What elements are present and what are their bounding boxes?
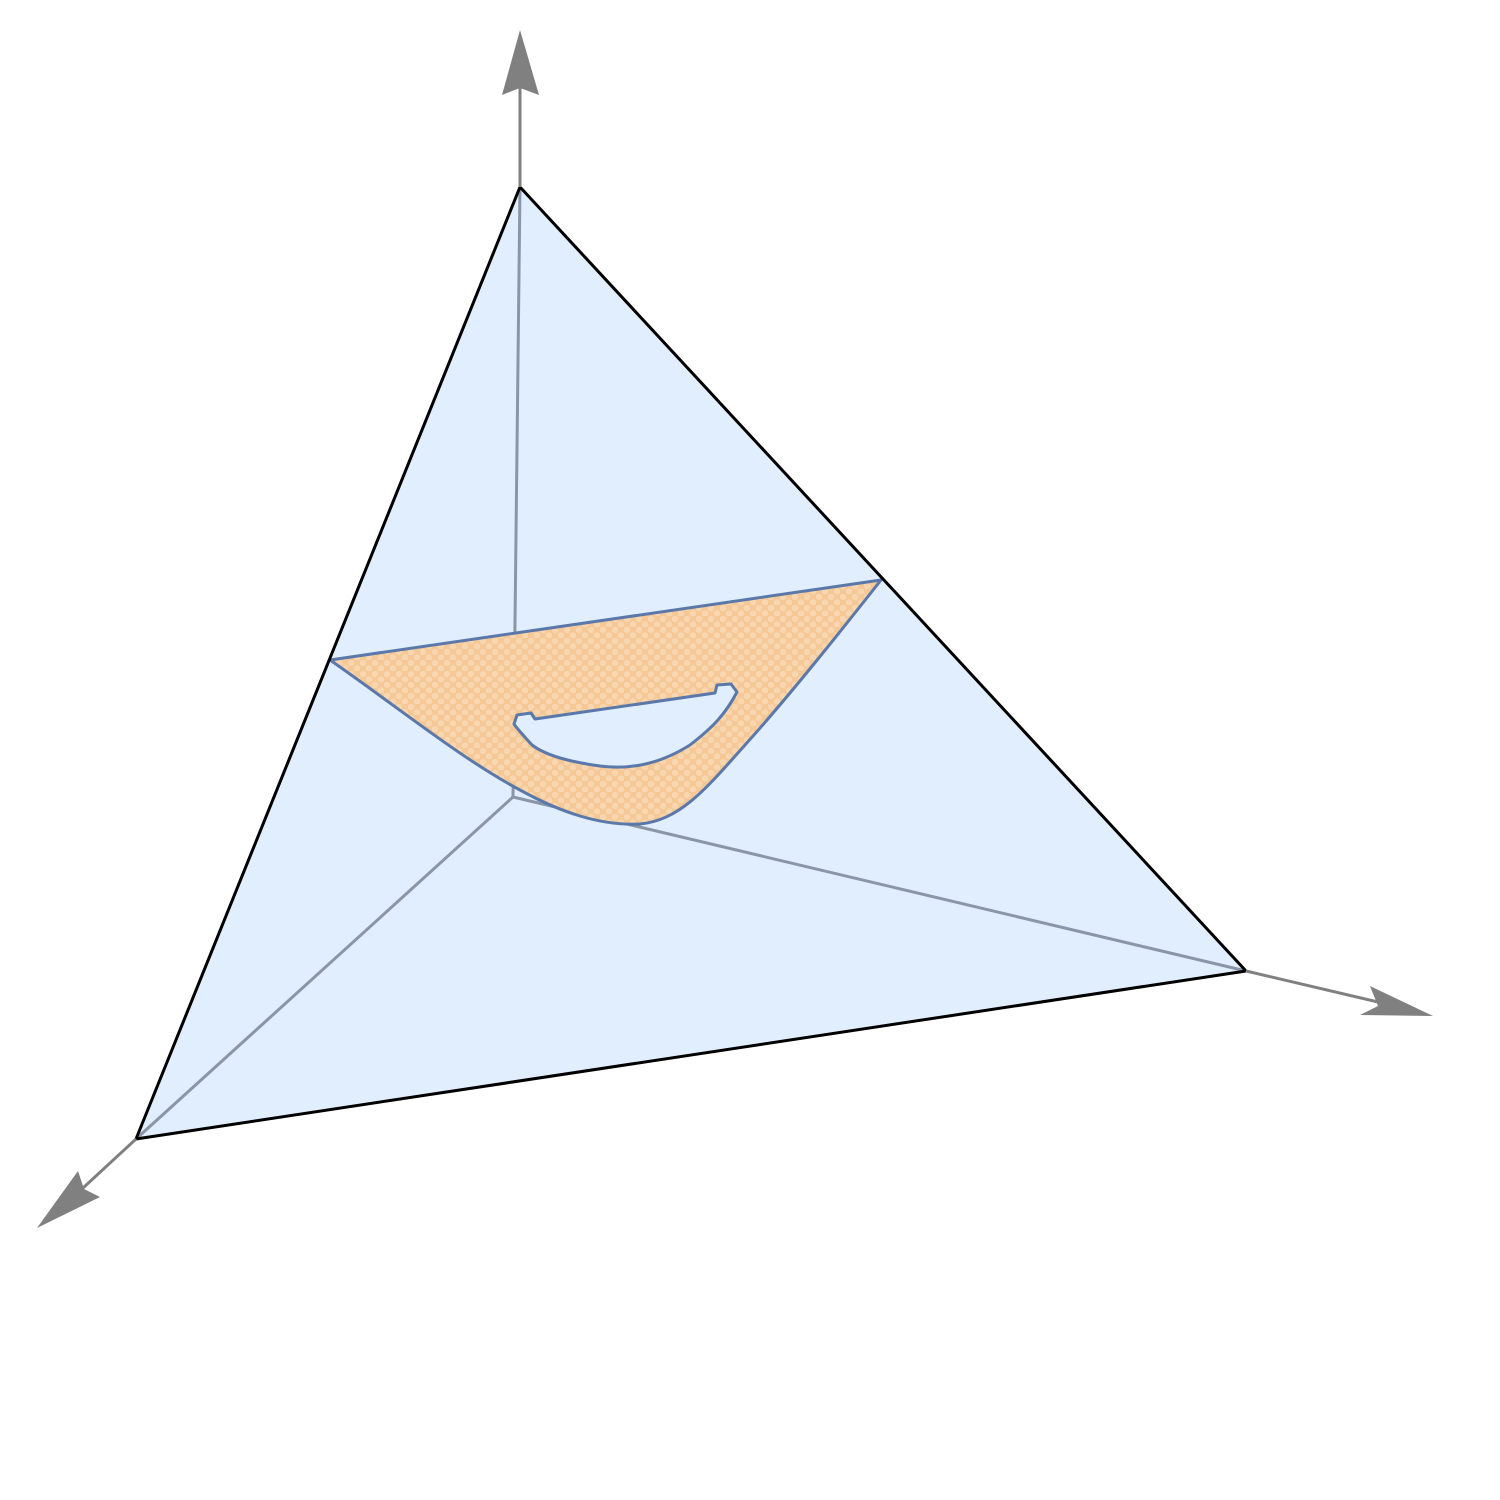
- shaded-region: [328, 578, 883, 826]
- axes: [37, 30, 1433, 1228]
- y-axis-arrow-icon: [1360, 986, 1433, 1016]
- hidden-edge-x: [134, 795, 515, 1141]
- hidden-edge-y: [512, 795, 1247, 973]
- simplex-outline: [134, 185, 1248, 1141]
- z-axis-arrow-icon: [502, 30, 539, 95]
- y-axis-line: [1245, 969, 1396, 1008]
- simplex-edge-bottom: [135, 969, 1247, 1141]
- simplex-edge-right: [518, 185, 1248, 973]
- simplex-edge-left: [134, 186, 522, 1140]
- x-axis-arrow-icon: [37, 1171, 100, 1228]
